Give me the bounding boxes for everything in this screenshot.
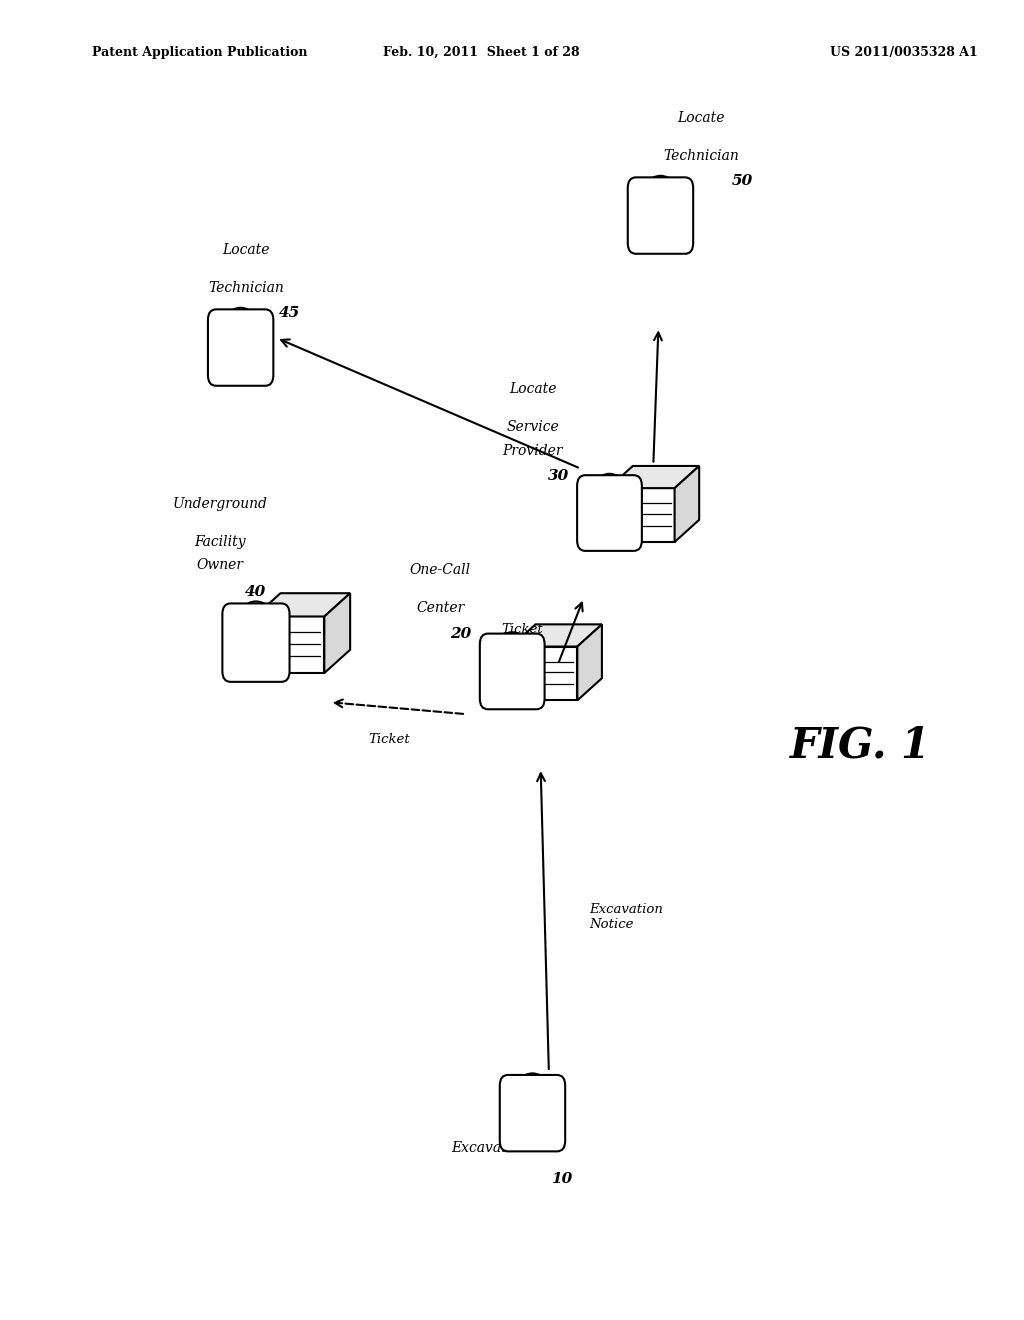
FancyBboxPatch shape <box>480 634 545 709</box>
FancyBboxPatch shape <box>208 309 273 385</box>
Text: Facility: Facility <box>195 535 246 549</box>
Polygon shape <box>578 624 602 701</box>
Text: Ticket: Ticket <box>369 733 410 746</box>
Circle shape <box>220 308 261 360</box>
Polygon shape <box>255 593 350 616</box>
Polygon shape <box>675 466 699 543</box>
Circle shape <box>640 176 681 228</box>
Text: Patent Application Publication: Patent Application Publication <box>92 46 307 59</box>
Text: 50: 50 <box>732 174 753 189</box>
FancyBboxPatch shape <box>500 1074 565 1151</box>
Text: 30: 30 <box>548 469 568 483</box>
Text: Technician: Technician <box>664 149 739 164</box>
Text: 20: 20 <box>451 627 471 642</box>
Text: Excavator: Excavator <box>452 1140 522 1155</box>
Text: Center: Center <box>416 601 465 615</box>
Polygon shape <box>608 488 675 543</box>
Circle shape <box>512 1073 553 1126</box>
Text: 45: 45 <box>280 306 300 321</box>
FancyBboxPatch shape <box>222 603 290 682</box>
Text: One-Call: One-Call <box>410 562 471 577</box>
Text: Ticket: Ticket <box>501 623 543 636</box>
Text: Provider: Provider <box>502 444 563 458</box>
Text: Feb. 10, 2011  Sheet 1 of 28: Feb. 10, 2011 Sheet 1 of 28 <box>383 46 580 59</box>
Text: FIG. 1: FIG. 1 <box>790 725 931 767</box>
Text: Technician: Technician <box>208 281 284 296</box>
Text: Service: Service <box>506 420 559 434</box>
Text: Excavation
Notice: Excavation Notice <box>589 903 663 932</box>
Text: Locate: Locate <box>222 243 269 257</box>
FancyBboxPatch shape <box>578 475 642 550</box>
Polygon shape <box>325 593 350 673</box>
Text: Locate: Locate <box>678 111 725 125</box>
Polygon shape <box>608 466 699 488</box>
Polygon shape <box>511 624 602 647</box>
Polygon shape <box>255 616 325 673</box>
Circle shape <box>590 474 630 525</box>
Circle shape <box>234 602 278 656</box>
Text: Underground: Underground <box>173 496 267 511</box>
FancyBboxPatch shape <box>628 177 693 253</box>
Text: 10: 10 <box>551 1172 572 1187</box>
Text: 40: 40 <box>246 585 266 599</box>
Text: Owner: Owner <box>197 558 244 573</box>
Polygon shape <box>511 647 578 701</box>
Text: Locate: Locate <box>509 381 556 396</box>
Circle shape <box>493 632 532 684</box>
Text: US 2011/0035328 A1: US 2011/0035328 A1 <box>830 46 978 59</box>
